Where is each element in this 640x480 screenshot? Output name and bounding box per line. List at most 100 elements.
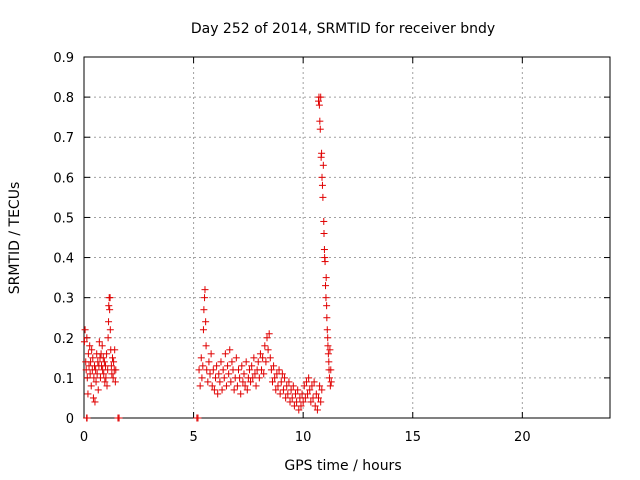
data-point: [323, 302, 331, 310]
data-point: [322, 294, 330, 302]
data-point: [103, 382, 111, 390]
data-point: [199, 326, 207, 334]
data-point: [272, 386, 280, 394]
data-point: [83, 374, 91, 382]
data-point: [318, 181, 326, 189]
data-point: [84, 350, 92, 358]
data-point: [317, 398, 325, 406]
data-point: [115, 414, 123, 422]
y-axis-label: SRMTID / TECUs: [7, 182, 23, 295]
data-point: [238, 362, 246, 370]
data-point: [301, 394, 309, 402]
data-point: [322, 282, 330, 290]
data-point: [202, 318, 210, 326]
data-point: [327, 366, 335, 374]
x-axis-label: GPS time / hours: [284, 458, 401, 474]
data-point: [315, 394, 323, 402]
data-point: [206, 370, 214, 378]
data-point: [324, 334, 332, 342]
data-point: [95, 338, 103, 346]
data-point: [105, 302, 113, 310]
data-point: [297, 402, 305, 410]
x-tick-label: 15: [404, 430, 421, 445]
data-point: [89, 394, 97, 402]
data-point: [205, 358, 213, 366]
data-point: [204, 378, 212, 386]
data-point: [304, 390, 312, 398]
data-point: [202, 342, 210, 350]
data-point: [247, 378, 255, 386]
data-point: [99, 354, 107, 362]
data-point: [318, 149, 326, 157]
data-point: [87, 382, 95, 390]
x-tick-label: 5: [189, 430, 197, 445]
data-point: [196, 382, 204, 390]
data-point: [106, 294, 114, 302]
data-point: [293, 398, 301, 406]
data-point: [245, 366, 253, 374]
data-point: [83, 414, 91, 422]
data-point: [307, 398, 315, 406]
data-point: [106, 306, 114, 314]
data-point: [107, 362, 115, 370]
data-point: [220, 374, 228, 382]
data-point: [92, 378, 100, 386]
data-point: [320, 229, 328, 237]
data-point: [194, 414, 202, 422]
data-point: [311, 402, 319, 410]
data-marks: [80, 93, 335, 422]
data-point: [284, 390, 292, 398]
data-point: [250, 354, 258, 362]
data-point: [279, 386, 287, 394]
data-point: [281, 374, 289, 382]
data-point: [82, 366, 90, 374]
data-point: [278, 370, 286, 378]
data-point: [214, 390, 222, 398]
data-point: [209, 366, 217, 374]
data-point: [287, 386, 295, 394]
data-point: [320, 217, 328, 225]
data-point: [201, 286, 209, 294]
data-point: [248, 362, 256, 370]
data-point: [263, 334, 271, 342]
y-tick-label: 0.3: [53, 292, 74, 307]
data-point: [317, 93, 325, 101]
data-point: [104, 334, 112, 342]
data-point: [285, 378, 293, 386]
data-point: [98, 342, 106, 350]
data-point: [208, 382, 216, 390]
data-point: [249, 374, 257, 382]
data-point: [274, 382, 282, 390]
data-point: [321, 258, 329, 266]
data-point: [239, 378, 247, 386]
plot-frame: [83, 56, 611, 419]
data-point: [109, 374, 117, 382]
data-point: [294, 386, 302, 394]
data-point: [261, 342, 269, 350]
data-point: [230, 386, 238, 394]
data-point: [282, 394, 290, 402]
data-point: [324, 350, 332, 358]
data-point: [236, 374, 244, 382]
data-point: [290, 402, 298, 410]
data-point: [283, 382, 291, 390]
data-point: [111, 346, 119, 354]
data-point: [110, 358, 118, 366]
data-point: [319, 193, 327, 201]
data-point: [226, 346, 234, 354]
data-point: [259, 354, 267, 362]
data-point: [219, 366, 227, 374]
data-point: [315, 101, 323, 109]
data-point: [108, 370, 116, 378]
y-tick-label: 0.7: [53, 131, 74, 146]
data-point: [105, 318, 113, 326]
data-point: [237, 390, 245, 398]
data-point: [302, 378, 310, 386]
data-point: [286, 398, 294, 406]
x-tick-label: 10: [295, 430, 312, 445]
data-point: [83, 334, 91, 342]
data-point: [81, 326, 89, 334]
data-point: [326, 346, 334, 354]
data-point: [312, 390, 320, 398]
data-point: [323, 314, 331, 322]
